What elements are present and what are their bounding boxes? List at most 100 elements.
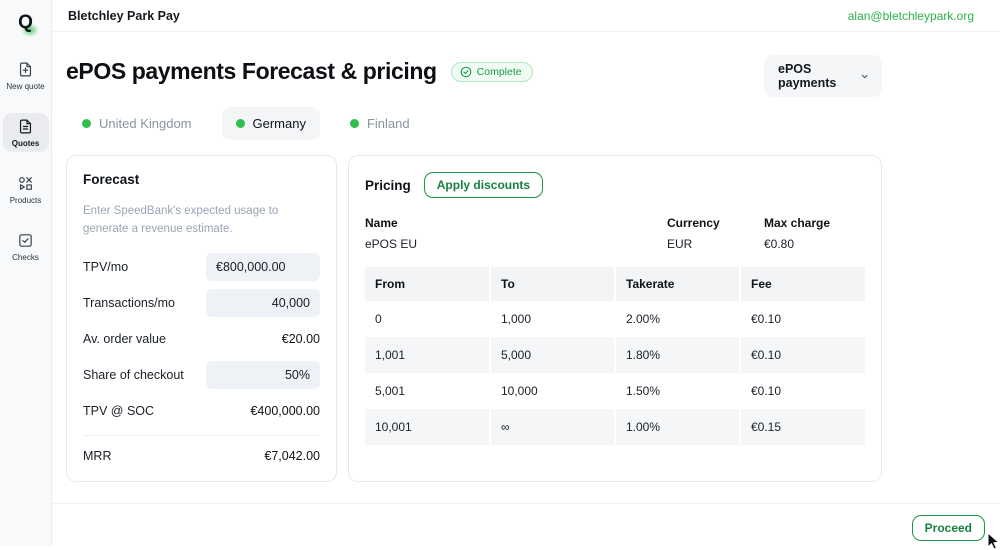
sidebar-item-label: Products — [9, 196, 42, 205]
cell-from: 1,001 — [365, 337, 490, 373]
country-tabs: United Kingdom Germany Finland — [74, 107, 418, 140]
pricing-meta: Name ePOS EU Currency EUR Max charge €0.… — [365, 216, 865, 251]
forecast-row-share-of-checkout: Share of checkout 50% — [83, 357, 320, 393]
table-row: 10,001 ∞ 1.00% €0.15 — [365, 409, 865, 445]
sidebar-item-products[interactable]: Products — [3, 170, 49, 209]
meta-currency-value: EUR — [667, 237, 693, 251]
topbar: Bletchley Park Pay alan@bletchleypark.or… — [52, 0, 1000, 32]
tpv-at-soc-value: €400,000.00 — [250, 403, 320, 418]
status-dot-icon — [235, 119, 245, 128]
status-dot-icon — [349, 119, 359, 128]
sidebar: Q New quote Quotes Prod — [0, 0, 52, 546]
cell-to: 5,000 — [489, 337, 615, 373]
forecast-row-av-order-value: Av. order value €20.00 — [83, 321, 320, 357]
new-quote-icon — [17, 61, 34, 78]
forecast-row-tpv: TPV/mo €800,000.00 — [83, 249, 320, 285]
forecast-panel: Forecast Enter SpeedBank's expected usag… — [66, 155, 337, 482]
cell-fee: €0.15 — [739, 409, 865, 445]
col-header-fee: Fee — [739, 267, 865, 301]
check-circle-icon — [460, 66, 471, 77]
footer-bar: Proceed — [52, 503, 1000, 546]
forecast-description: Enter SpeedBank's expected usage to gene… — [83, 205, 279, 235]
logo-glow — [20, 23, 39, 37]
meta-name: Name ePOS EU — [365, 216, 667, 251]
forecast-row-label: MRR — [83, 448, 112, 463]
pricing-panel: Pricing Apply discounts Name ePOS EU Cur… — [348, 155, 882, 482]
sidebar-item-label: New quote — [6, 82, 45, 91]
meta-max-charge: Max charge €0.80 — [764, 216, 865, 251]
forecast-rows: TPV/mo €800,000.00 Transactions/mo 40,00… — [83, 249, 320, 474]
chevron-down-icon — [862, 74, 869, 78]
table-row: 1,001 5,000 1.80% €0.10 — [365, 337, 865, 373]
tab-germany[interactable]: Germany — [221, 107, 320, 140]
forecast-row-label: Share of checkout — [83, 367, 184, 382]
sidebar-item-label: Checks — [12, 253, 39, 262]
forecast-row-label: TPV/mo — [83, 259, 129, 274]
transactions-input[interactable]: 40,000 — [206, 288, 320, 317]
meta-max-charge-label: Max charge — [764, 216, 831, 230]
tab-label: Finland — [366, 116, 410, 131]
status-badge-label: Complete — [476, 65, 522, 78]
share-of-checkout-input[interactable]: 50% — [206, 360, 320, 389]
apply-discounts-button[interactable]: Apply discounts — [423, 172, 544, 198]
cell-fee: €0.10 — [739, 373, 865, 409]
meta-name-value: ePOS EU — [365, 237, 418, 251]
mouse-cursor — [987, 532, 1000, 550]
status-dot-icon — [82, 119, 91, 128]
cell-to: ∞ — [489, 409, 615, 445]
meta-name-label: Name — [365, 216, 398, 230]
proceed-button[interactable]: Proceed — [911, 515, 985, 541]
user-email[interactable]: alan@bletchleypark.org — [847, 8, 974, 23]
cell-takerate: 1.50% — [614, 373, 740, 409]
tab-finland[interactable]: Finland — [342, 107, 418, 140]
col-header-takerate: Takerate — [614, 267, 740, 301]
status-badge: Complete — [450, 61, 533, 82]
tab-label: Germany — [252, 116, 306, 131]
sidebar-item-quotes[interactable]: Quotes — [2, 113, 49, 152]
forecast-row-label: Av. order value — [83, 331, 166, 346]
table-header-row: From To Takerate Fee — [365, 267, 865, 301]
cell-from: 10,001 — [365, 409, 490, 445]
app-logo[interactable]: Q — [11, 8, 41, 38]
forecast-row-transactions: Transactions/mo 40,000 — [83, 285, 320, 321]
cell-to: 1,000 — [489, 301, 615, 337]
forecast-row-label: Transactions/mo — [83, 295, 175, 310]
meta-currency-label: Currency — [667, 216, 720, 230]
pricing-header: Pricing Apply discounts — [365, 172, 865, 198]
sidebar-item-label: Quotes — [11, 139, 40, 148]
app-title: Bletchley Park Pay — [68, 8, 180, 23]
col-header-to: To — [489, 267, 615, 301]
tab-united-kingdom[interactable]: United Kingdom — [74, 107, 200, 140]
pricing-title: Pricing — [365, 177, 411, 193]
mrr-value: €7,042.00 — [264, 448, 320, 463]
products-icon — [17, 175, 34, 192]
divider — [83, 434, 320, 436]
checks-icon — [17, 232, 34, 249]
cell-takerate: 2.00% — [614, 301, 740, 337]
cell-fee: €0.10 — [739, 337, 865, 373]
cell-takerate: 1.80% — [614, 337, 740, 373]
meta-currency: Currency EUR — [667, 216, 764, 251]
forecast-row-label: TPV @ SOC — [83, 403, 155, 418]
product-dropdown[interactable]: ePOS payments — [764, 55, 882, 97]
table-row: 5,001 10,000 1.50% €0.10 — [365, 373, 865, 409]
quotes-icon — [17, 118, 34, 135]
forecast-row-mrr: MRR €7,042.00 — [83, 438, 320, 474]
product-dropdown-value: ePOS payments — [778, 62, 837, 90]
tab-label: United Kingdom — [99, 116, 192, 131]
content-area: Forecast Enter SpeedBank's expected usag… — [66, 155, 882, 482]
cell-fee: €0.10 — [739, 301, 865, 337]
col-header-from: From — [365, 267, 490, 301]
forecast-title: Forecast — [83, 172, 140, 187]
sidebar-item-new-quote[interactable]: New quote — [3, 56, 49, 95]
logo-letter: Q — [18, 12, 33, 33]
tpv-input[interactable]: €800,000.00 — [206, 252, 320, 281]
sidebar-item-checks[interactable]: Checks — [3, 227, 49, 266]
cell-from: 5,001 — [375, 384, 406, 398]
forecast-row-tpv-at-soc: TPV @ SOC €400,000.00 — [83, 393, 320, 429]
cell-takerate: 1.00% — [614, 409, 740, 445]
cell-from: 0 — [375, 312, 382, 326]
page-title: ePOS payments Forecast & pricing — [66, 58, 437, 84]
table-row: 0 1,000 2.00% €0.10 — [365, 301, 865, 337]
cell-to: 10,000 — [489, 373, 615, 409]
